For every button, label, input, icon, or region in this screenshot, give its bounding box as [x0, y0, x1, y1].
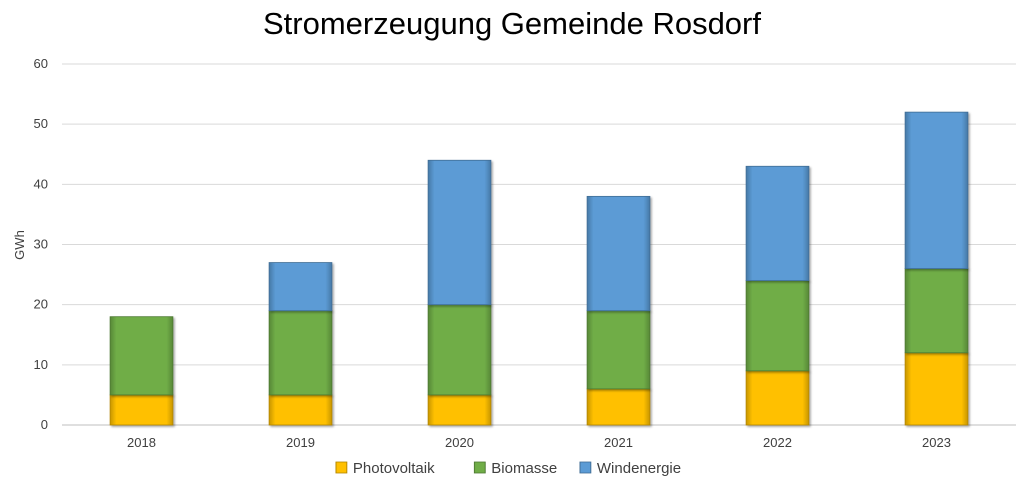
- bars: [109, 111, 969, 426]
- legend-swatch: [579, 461, 592, 474]
- y-tick-label: 10: [34, 357, 48, 372]
- x-tick-label: 2023: [922, 435, 951, 450]
- y-tick-label: 0: [41, 417, 48, 432]
- y-tick-label: 20: [34, 297, 48, 312]
- y-tick-label: 50: [34, 116, 48, 131]
- y-tick-label: 60: [34, 56, 48, 71]
- bar-biomasse-2019: [268, 310, 333, 396]
- x-tick-label: 2019: [286, 435, 315, 450]
- x-tick-label: 2021: [604, 435, 633, 450]
- bar-biomasse-2023: [904, 268, 969, 354]
- legend-label: Biomasse: [491, 460, 557, 477]
- bar-photovoltaik-2019: [268, 394, 333, 426]
- bar-photovoltaik-2023: [904, 352, 969, 426]
- bar-windenergie-2019: [268, 262, 333, 312]
- bar-photovoltaik-2021: [586, 388, 651, 426]
- bar-windenergie-2020: [427, 159, 492, 306]
- legend-item-photovoltaik: Photovoltaik: [335, 460, 435, 477]
- bar-photovoltaik-2020: [427, 394, 492, 426]
- legend: Photovoltaik Biomasse Windenergie: [335, 460, 681, 477]
- bar-photovoltaik-2022: [745, 370, 810, 426]
- bar-biomasse-2021: [586, 310, 651, 390]
- x-tick-label: 2022: [763, 435, 792, 450]
- bar-windenergie-2023: [904, 111, 969, 269]
- y-axis: 0 10 20 30 40 50 60: [34, 56, 48, 432]
- y-axis-title: GWh: [12, 230, 27, 260]
- gridlines: [62, 63, 1016, 426]
- legend-item-biomasse: Biomasse: [473, 460, 557, 477]
- bar-windenergie-2021: [586, 195, 651, 312]
- x-tick-label: 2018: [127, 435, 156, 450]
- x-axis: 2018 2019 2020 2021 2022 2023: [127, 435, 951, 450]
- legend-label: Windenergie: [597, 460, 681, 477]
- bar-biomasse-2018: [109, 316, 174, 396]
- legend-item-windenergie: Windenergie: [579, 460, 681, 477]
- bar-biomasse-2020: [427, 304, 492, 396]
- bar-windenergie-2022: [745, 165, 810, 282]
- bar-photovoltaik-2018: [109, 394, 174, 426]
- y-tick-label: 40: [34, 176, 48, 191]
- bar-biomasse-2022: [745, 280, 810, 372]
- legend-swatch: [473, 461, 486, 474]
- legend-swatch: [335, 461, 348, 474]
- chart-title: Stromerzeugung Gemeinde Rosdorf: [263, 6, 761, 41]
- y-tick-label: 30: [34, 237, 48, 252]
- x-tick-label: 2020: [445, 435, 474, 450]
- legend-label: Photovoltaik: [353, 460, 435, 477]
